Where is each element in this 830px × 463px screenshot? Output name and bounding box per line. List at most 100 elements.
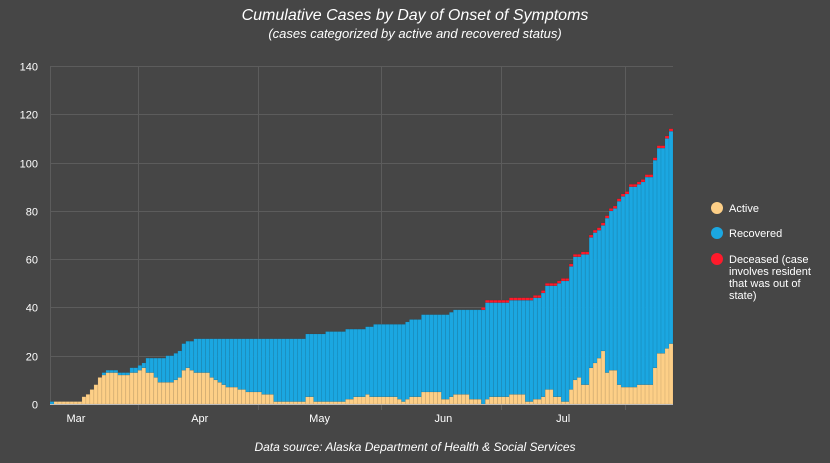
- bar-deceased: [524, 297, 530, 301]
- bar-recovered: [125, 372, 131, 376]
- bar-active: [337, 401, 342, 405]
- bar-active: [524, 401, 530, 405]
- deceased-swatch-icon: [711, 253, 723, 265]
- bar-recovered: [217, 338, 222, 383]
- bar-recovered: [233, 338, 238, 388]
- bar-recovered: [485, 302, 490, 400]
- bar-active: [121, 374, 127, 405]
- bar-recovered: [377, 324, 382, 398]
- bar-active: [205, 372, 210, 405]
- bar-deceased: [608, 208, 614, 212]
- bar-active: [536, 398, 542, 405]
- bar-recovered: [457, 309, 462, 395]
- bar-active: [540, 396, 546, 405]
- bar-active: [592, 362, 598, 405]
- bar-active: [125, 374, 131, 405]
- bar-recovered: [532, 297, 538, 400]
- bar-active: [293, 401, 298, 405]
- x-tick-label: Mar: [66, 413, 85, 425]
- bar-active: [664, 348, 670, 405]
- bar-active: [149, 372, 155, 405]
- bar-recovered: [313, 333, 318, 402]
- bar-recovered: [544, 285, 550, 390]
- bar-deceased: [505, 299, 510, 303]
- bar-active: [652, 367, 658, 405]
- bar-recovered: [493, 302, 498, 398]
- bar-active: [53, 401, 59, 405]
- bar-recovered: [213, 338, 218, 381]
- bar-active: [604, 372, 610, 405]
- bar-active: [329, 401, 334, 405]
- bar-deceased: [493, 299, 498, 303]
- legend-item-recovered[interactable]: Recovered: [711, 227, 782, 240]
- bar-active: [520, 394, 526, 405]
- bar-recovered: [185, 340, 191, 369]
- bar-active: [89, 389, 95, 405]
- bar-deceased: [536, 295, 542, 299]
- bar-active: [321, 401, 326, 405]
- legend: Active Recovered Deceased (case involves…: [711, 202, 811, 302]
- bar-recovered: [113, 369, 119, 373]
- bar-recovered: [616, 200, 622, 385]
- bar-active: [353, 396, 358, 405]
- bar-recovered: [141, 362, 147, 369]
- bar-deceased: [648, 174, 654, 178]
- bar-recovered: [345, 328, 350, 400]
- bar-active: [169, 382, 175, 405]
- bar-active: [265, 394, 270, 405]
- bar-deceased: [640, 179, 646, 183]
- bar-active: [129, 372, 135, 405]
- bar-deceased: [501, 299, 506, 303]
- bar-active: [225, 386, 230, 405]
- bar-recovered: [129, 367, 135, 373]
- bar-recovered: [445, 314, 450, 400]
- bar-active: [333, 401, 338, 405]
- bar-recovered: [385, 324, 390, 398]
- bar-deceased: [668, 128, 674, 132]
- bar-active: [548, 389, 554, 405]
- bar-active: [345, 398, 350, 405]
- bar-active: [277, 401, 282, 405]
- bar-active: [273, 401, 278, 405]
- bar-deceased: [560, 278, 566, 282]
- bar-active: [281, 401, 286, 405]
- x-tick-label: May: [309, 413, 330, 425]
- bar-recovered: [652, 159, 658, 369]
- bar-active: [157, 382, 163, 405]
- bar-deceased: [528, 297, 534, 301]
- bar-active: [253, 391, 258, 405]
- bar-recovered: [105, 369, 111, 373]
- legend-item-deceased[interactable]: Deceased (case involves resident that wa…: [711, 253, 811, 302]
- chart-subtitle: (cases categorized by active and recover…: [268, 26, 561, 41]
- bar-recovered: [556, 283, 562, 398]
- bar-recovered: [305, 333, 310, 398]
- bar-active: [357, 396, 362, 405]
- bar-active: [401, 401, 406, 405]
- bar-recovered: [49, 401, 55, 405]
- bar-active: [185, 367, 191, 405]
- bar-recovered: [293, 338, 298, 402]
- bar-recovered: [489, 302, 494, 398]
- bar-active: [69, 401, 75, 405]
- bar-recovered: [608, 210, 614, 371]
- bar-deceased: [592, 229, 598, 233]
- bar-active: [289, 401, 294, 405]
- bar-recovered: [273, 338, 278, 402]
- bar-deceased: [600, 222, 606, 226]
- bar-active: [369, 396, 374, 405]
- bar-active: [640, 384, 646, 405]
- bar-deceased: [497, 299, 502, 303]
- bar-active: [117, 374, 123, 405]
- legend-item-active[interactable]: Active: [711, 202, 759, 215]
- bar-active: [513, 394, 518, 405]
- bar-recovered: [221, 338, 226, 385]
- bar-recovered: [513, 299, 518, 395]
- bar-active: [65, 401, 71, 405]
- bar-active: [397, 398, 402, 405]
- gridlines: [50, 66, 673, 410]
- y-tick-label: 40: [26, 303, 38, 315]
- bar-active: [317, 401, 322, 405]
- bar-recovered: [205, 338, 210, 373]
- bar-active: [568, 389, 574, 405]
- bar-active: [532, 398, 538, 405]
